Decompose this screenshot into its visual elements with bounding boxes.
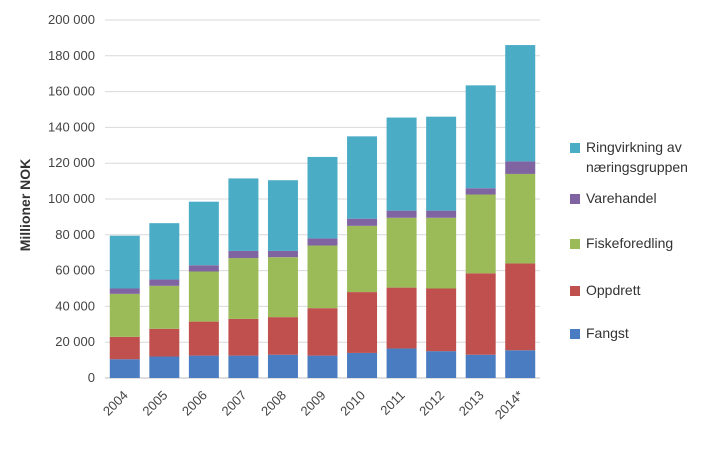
bar-segment (386, 348, 417, 378)
x-tick-label: 2010 (337, 388, 368, 419)
bar-segment (109, 293, 140, 337)
legend-swatch (570, 239, 580, 249)
y-tick-label: 160 000 (48, 84, 95, 99)
bar-segment (188, 265, 219, 272)
bar-segment (426, 351, 457, 378)
bar-segment (505, 45, 536, 162)
bar-segment (267, 250, 298, 258)
bar-segment (426, 288, 457, 352)
legend-swatch (570, 286, 580, 296)
bar-segment (505, 263, 536, 351)
x-tick-label: 2006 (179, 388, 210, 419)
bar-segment (228, 318, 259, 356)
bar-segment (267, 317, 298, 355)
legend: Ringvirkning av næringsgruppen Varehandel F… (570, 139, 688, 341)
bar-segment (188, 321, 219, 356)
bar-segment (426, 116, 457, 211)
bar-segment (347, 352, 378, 378)
y-tick-label: 20 000 (55, 334, 95, 349)
bar-segment (386, 117, 417, 211)
bar-segment (307, 308, 338, 356)
bar-segment (267, 354, 298, 378)
x-tick-label: 2004 (100, 388, 131, 419)
bar-segment (347, 225, 378, 293)
bar-segment (109, 336, 140, 360)
bar-segment (109, 359, 140, 378)
legend-label: næringsgruppen (586, 159, 688, 175)
bar-segment (228, 250, 259, 259)
bar-segment (188, 201, 219, 266)
y-tick-label: 120 000 (48, 155, 95, 170)
y-tick-label: 200 000 (48, 12, 95, 27)
bar-segment (347, 218, 378, 226)
bar-segment (505, 350, 536, 378)
legend-swatch (570, 329, 580, 339)
bar-segment (465, 188, 496, 195)
bar-segment (426, 210, 457, 218)
legend-swatch (570, 194, 580, 204)
y-tick-label: 40 000 (55, 298, 95, 313)
x-tick-label: 2007 (218, 388, 249, 419)
legend-swatch (570, 143, 580, 153)
bar-segment (386, 210, 417, 218)
bar-segment (307, 245, 338, 309)
bar-segment (347, 292, 378, 353)
bar-segment (267, 257, 298, 318)
x-tick-labels: 2004 2005 2006 2007 2008 2009 2010 2011 2012 2013… (100, 388, 527, 423)
y-axis-label: Millioner NOK (17, 159, 33, 252)
bar-segment (465, 273, 496, 355)
legend-label: Varehandel (586, 190, 657, 206)
bar-segment (228, 258, 259, 319)
bar-segment (465, 354, 496, 378)
x-tick-label: 2005 (139, 388, 170, 419)
y-tick-label: 80 000 (55, 227, 95, 242)
bar-segment (228, 355, 259, 378)
x-tick-label: 2009 (298, 388, 329, 419)
bar-segment (149, 285, 180, 329)
bar-segment (505, 161, 536, 174)
bar-segment (307, 238, 338, 246)
bar-segment (109, 235, 140, 289)
bar-segment (267, 180, 298, 251)
bar-segment (149, 223, 180, 280)
bar-segment (149, 356, 180, 378)
y-tick-labels: 0 20 000 40 000 60 000 80 000 100 000 120 000 1… (48, 12, 95, 385)
bar-segment (149, 328, 180, 357)
bar-segment (307, 156, 338, 239)
bar-segment (465, 85, 496, 189)
bar-segment (465, 194, 496, 274)
x-tick-label: 2008 (258, 388, 289, 419)
bar-segment (109, 288, 140, 294)
legend-label: Oppdrett (586, 282, 641, 298)
bar-segment (228, 178, 259, 251)
bar-segment (188, 271, 219, 322)
bar-segment (149, 279, 180, 286)
bar-segment (307, 355, 338, 378)
bar-segment (386, 217, 417, 288)
bar-segment (426, 217, 457, 289)
bar-segment (347, 136, 378, 219)
bars (109, 45, 536, 378)
x-tick-label: 2013 (456, 388, 487, 419)
x-tick-label: 2011 (377, 388, 407, 418)
legend-label: Fangst (586, 325, 629, 341)
legend-label: Fiskeforedling (586, 235, 673, 251)
legend-label: Ringvirkning av (586, 139, 682, 155)
y-tick-label: 140 000 (48, 119, 95, 134)
y-tick-label: 0 (88, 370, 95, 385)
y-tick-label: 100 000 (48, 191, 95, 206)
bar-segment (505, 173, 536, 264)
x-tick-label: 2014* (492, 388, 527, 423)
x-tick-label: 2012 (416, 388, 447, 419)
y-tick-label: 180 000 (48, 48, 95, 63)
bar-segment (188, 355, 219, 378)
y-tick-label: 60 000 (55, 263, 95, 278)
bar-segment (386, 287, 417, 349)
